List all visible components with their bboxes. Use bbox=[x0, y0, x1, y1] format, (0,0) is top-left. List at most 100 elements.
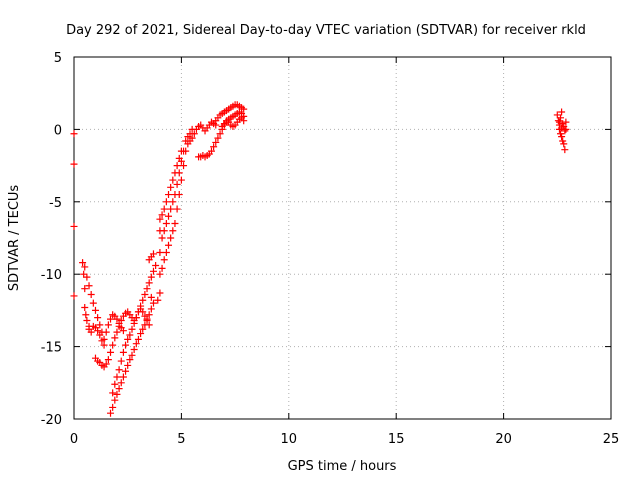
data-point bbox=[83, 317, 91, 325]
data-point bbox=[141, 321, 149, 329]
data-point bbox=[85, 282, 93, 290]
data-point bbox=[132, 314, 140, 322]
data-point bbox=[167, 183, 175, 191]
x-tick-label: 10 bbox=[281, 432, 298, 447]
y-tick-label: -5 bbox=[49, 196, 62, 211]
data-point bbox=[139, 325, 147, 333]
data-point bbox=[143, 315, 151, 323]
data-point bbox=[130, 319, 138, 327]
data-point bbox=[212, 138, 220, 146]
data-point bbox=[81, 263, 89, 271]
data-point bbox=[165, 191, 173, 199]
chart-title: Day 292 of 2021, Sidereal Day-to-day VTE… bbox=[66, 23, 586, 38]
data-point bbox=[162, 248, 170, 256]
data-point bbox=[113, 328, 121, 336]
data-point bbox=[137, 302, 145, 310]
data-point bbox=[100, 341, 108, 349]
data-point bbox=[113, 373, 121, 381]
data-point bbox=[124, 335, 132, 343]
data-point bbox=[175, 191, 183, 199]
x-tick-label: 0 bbox=[70, 432, 78, 447]
data-point bbox=[173, 180, 181, 188]
data-point bbox=[147, 305, 155, 313]
data-point bbox=[165, 241, 173, 249]
data-point bbox=[119, 327, 127, 335]
data-point bbox=[107, 348, 115, 356]
data-point bbox=[130, 345, 138, 353]
data-point bbox=[122, 367, 130, 375]
data-point bbox=[169, 198, 177, 206]
data-point bbox=[154, 296, 162, 304]
data-point bbox=[558, 124, 566, 132]
x-tick-label: 25 bbox=[603, 432, 620, 447]
data-point bbox=[158, 234, 166, 242]
data-point bbox=[87, 328, 95, 336]
y-tick-label: -20 bbox=[41, 413, 62, 428]
data-point bbox=[91, 306, 99, 314]
data-point bbox=[132, 340, 140, 348]
data-point bbox=[79, 259, 87, 267]
data-point bbox=[156, 270, 164, 278]
data-point bbox=[156, 289, 164, 297]
data-point bbox=[555, 118, 563, 126]
data-point bbox=[102, 328, 110, 336]
data-point bbox=[109, 389, 117, 397]
data-point bbox=[137, 330, 145, 338]
data-point bbox=[87, 290, 95, 298]
data-point bbox=[117, 379, 125, 387]
x-tick-label: 20 bbox=[495, 432, 512, 447]
x-tick-label: 5 bbox=[177, 432, 185, 447]
y-tick-label: 5 bbox=[54, 51, 62, 66]
data-point bbox=[169, 227, 177, 235]
data-point bbox=[160, 256, 168, 264]
data-point bbox=[134, 308, 142, 316]
data-point bbox=[119, 348, 127, 356]
data-point bbox=[169, 176, 177, 184]
data-point bbox=[94, 314, 102, 322]
data-point bbox=[143, 285, 151, 293]
data-point bbox=[158, 211, 166, 219]
data-point bbox=[173, 162, 181, 170]
data-point bbox=[210, 143, 218, 151]
data-point bbox=[562, 125, 570, 133]
data-point bbox=[182, 147, 190, 155]
data-point bbox=[115, 366, 123, 374]
data-point bbox=[126, 331, 134, 339]
data-point bbox=[165, 212, 173, 220]
data-point bbox=[70, 160, 78, 168]
data-point bbox=[240, 112, 248, 120]
data-point bbox=[141, 290, 149, 298]
data-point bbox=[109, 403, 117, 411]
data-point bbox=[177, 176, 185, 184]
data-point bbox=[188, 134, 196, 142]
data-point bbox=[214, 134, 222, 142]
data-point bbox=[115, 385, 123, 393]
grid bbox=[74, 57, 611, 419]
data-point bbox=[558, 108, 566, 116]
data-point bbox=[82, 311, 90, 319]
data-point bbox=[70, 292, 78, 300]
data-point bbox=[240, 105, 248, 113]
data-point bbox=[149, 250, 157, 258]
data-point bbox=[160, 205, 168, 213]
data-point bbox=[167, 205, 175, 213]
data-point bbox=[173, 205, 181, 213]
data-point bbox=[149, 267, 157, 275]
data-point bbox=[107, 315, 115, 323]
data-point bbox=[149, 299, 157, 307]
data-point bbox=[81, 304, 89, 312]
data-point bbox=[156, 215, 164, 223]
data-point bbox=[126, 356, 134, 364]
data-point bbox=[558, 133, 566, 141]
data-point bbox=[147, 293, 155, 301]
data-point bbox=[89, 299, 97, 307]
data-point bbox=[113, 315, 121, 323]
data-point bbox=[96, 321, 104, 329]
data-point bbox=[117, 317, 125, 325]
data-point bbox=[111, 334, 119, 342]
data-point bbox=[102, 360, 110, 368]
data-point bbox=[162, 198, 170, 206]
data-point bbox=[113, 390, 121, 398]
data-point bbox=[557, 114, 565, 122]
data-point bbox=[109, 341, 117, 349]
